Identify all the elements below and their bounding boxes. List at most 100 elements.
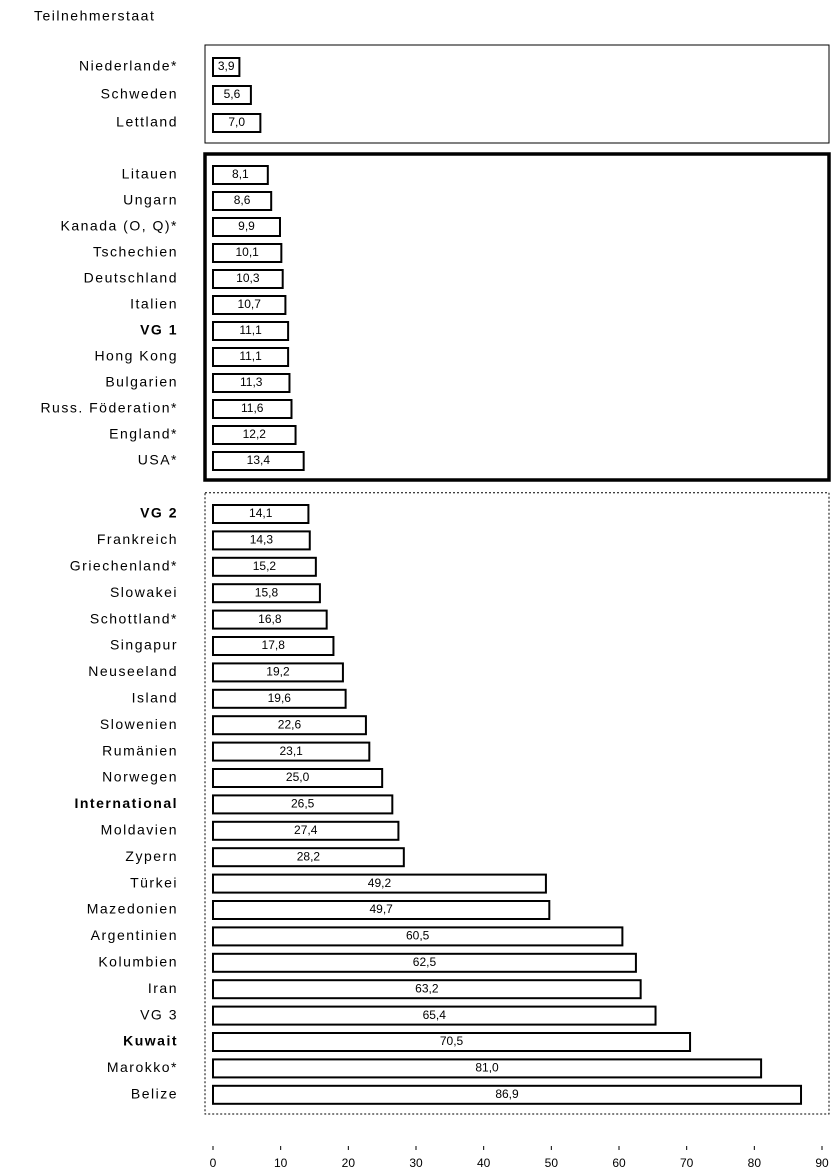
x-tick-label: 60 bbox=[612, 1156, 626, 1170]
x-tick-label: 20 bbox=[342, 1156, 356, 1170]
bar bbox=[212, 556, 317, 577]
bar bbox=[212, 900, 551, 920]
value-label: 49,2 bbox=[368, 876, 392, 890]
value-label: 27,4 bbox=[294, 823, 318, 837]
category-label: Slowakei bbox=[110, 584, 178, 600]
group-frame bbox=[203, 152, 831, 482]
category-label: Bulgarien bbox=[105, 374, 178, 390]
value-label: 11,1 bbox=[239, 323, 262, 337]
bar bbox=[212, 321, 290, 341]
category-label: Norwegen bbox=[102, 769, 178, 785]
value-label: 10,3 bbox=[236, 271, 260, 285]
value-label: 25,0 bbox=[286, 770, 310, 784]
category-label: Tschechien bbox=[93, 244, 178, 260]
category-label: England* bbox=[109, 426, 178, 442]
value-label: 15,2 bbox=[253, 559, 277, 573]
bar bbox=[212, 583, 321, 604]
bar bbox=[212, 768, 384, 788]
bar bbox=[212, 57, 241, 77]
bar bbox=[212, 217, 281, 237]
category-label: VG 1 bbox=[140, 322, 178, 338]
value-label: 10,7 bbox=[238, 297, 262, 311]
value-label: 70,5 bbox=[440, 1034, 464, 1048]
category-label: Rumänien bbox=[102, 742, 178, 758]
bar bbox=[212, 715, 367, 736]
value-label: 23,1 bbox=[279, 744, 303, 758]
value-label: 10,1 bbox=[235, 245, 259, 259]
category-label: Frankreich bbox=[97, 531, 178, 547]
x-tick-label: 70 bbox=[680, 1156, 694, 1170]
bar bbox=[212, 373, 291, 393]
category-label: Singapur bbox=[110, 637, 178, 653]
category-label: Iran bbox=[148, 980, 178, 996]
category-label: Russ. Föderation* bbox=[40, 400, 178, 416]
value-label: 60,5 bbox=[406, 929, 430, 943]
category-label: Kanada (O, Q)* bbox=[61, 218, 179, 234]
value-label: 14,3 bbox=[250, 533, 274, 547]
category-label: Marokko* bbox=[107, 1059, 178, 1075]
value-label: 49,7 bbox=[369, 902, 393, 916]
bar bbox=[212, 191, 273, 211]
category-label: Griechenland* bbox=[70, 558, 178, 574]
category-label: Neuseeland bbox=[88, 663, 178, 679]
value-label: 17,8 bbox=[262, 638, 286, 652]
bar bbox=[212, 113, 262, 133]
bar bbox=[212, 979, 642, 1000]
bar bbox=[212, 952, 637, 973]
bar bbox=[212, 820, 400, 841]
bar bbox=[212, 847, 405, 868]
value-label: 14,1 bbox=[249, 506, 273, 520]
value-label: 65,4 bbox=[423, 1008, 447, 1022]
category-label: Niederlande* bbox=[79, 58, 178, 74]
bar bbox=[212, 399, 293, 419]
group-frame bbox=[204, 44, 830, 144]
category-label: Slowenien bbox=[100, 716, 178, 732]
category-label: Lettland bbox=[116, 114, 178, 130]
bar bbox=[212, 873, 547, 894]
bar bbox=[212, 451, 305, 471]
value-label: 8,6 bbox=[234, 193, 251, 207]
category-label: VG 2 bbox=[140, 505, 178, 521]
category-label: Mazedonien bbox=[87, 901, 178, 917]
bar bbox=[212, 347, 290, 367]
bar bbox=[212, 530, 311, 551]
value-label: 13,4 bbox=[247, 453, 271, 467]
category-label: Schweden bbox=[101, 86, 178, 102]
bar bbox=[212, 609, 328, 630]
category-label: International bbox=[74, 795, 178, 811]
x-tick-label: 10 bbox=[274, 1156, 288, 1170]
category-label: Türkei bbox=[130, 874, 178, 890]
category-label: Zypern bbox=[125, 848, 178, 864]
value-label: 7,0 bbox=[228, 115, 245, 129]
x-tick-label: 80 bbox=[748, 1156, 762, 1170]
category-label: Deutschland bbox=[84, 270, 178, 286]
bar bbox=[212, 1084, 803, 1105]
value-label: 11,6 bbox=[241, 401, 264, 415]
bar bbox=[212, 165, 269, 185]
value-label: 11,1 bbox=[239, 349, 262, 363]
x-tick-label: 0 bbox=[210, 1156, 217, 1170]
bar bbox=[212, 741, 371, 762]
category-label: Belize bbox=[131, 1086, 178, 1102]
category-label: USA* bbox=[138, 452, 178, 468]
bar bbox=[212, 295, 287, 315]
value-label: 86,9 bbox=[495, 1087, 519, 1101]
category-label: Kolumbien bbox=[98, 954, 178, 970]
category-label: Litauen bbox=[122, 166, 178, 182]
x-tick-label: 30 bbox=[409, 1156, 423, 1170]
bar bbox=[212, 1032, 692, 1052]
value-label: 11,3 bbox=[240, 375, 263, 389]
value-label: 19,6 bbox=[268, 691, 292, 705]
category-label: Kuwait bbox=[123, 1033, 178, 1049]
value-label: 63,2 bbox=[415, 981, 439, 995]
category-label: Hong Kong bbox=[94, 348, 178, 364]
bar bbox=[212, 425, 297, 445]
value-label: 62,5 bbox=[413, 955, 437, 969]
value-label: 3,9 bbox=[218, 59, 235, 73]
group-frame bbox=[204, 492, 830, 1115]
category-label: Ungarn bbox=[123, 192, 178, 208]
x-tick-label: 40 bbox=[477, 1156, 491, 1170]
value-label: 9,9 bbox=[238, 219, 255, 233]
value-label: 19,2 bbox=[266, 665, 290, 679]
